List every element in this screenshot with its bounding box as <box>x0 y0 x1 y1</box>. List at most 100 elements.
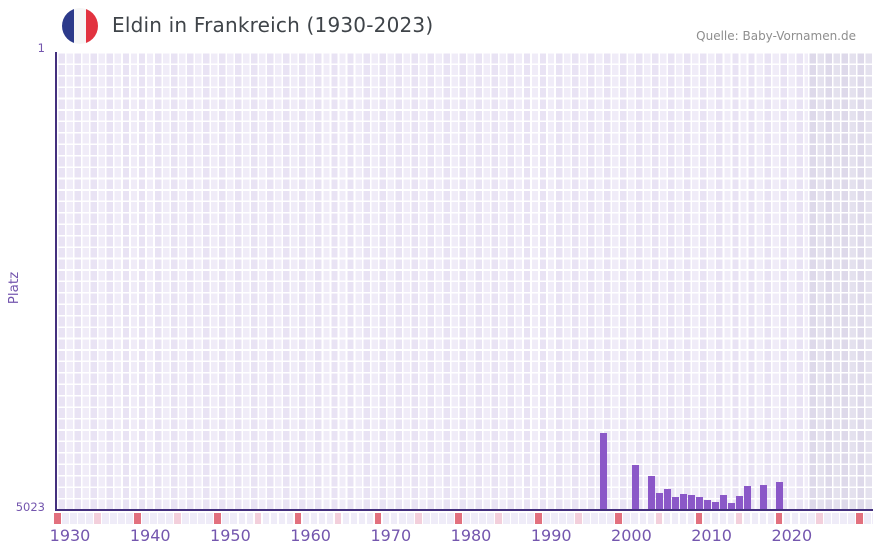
x-tick-1970: 1970 <box>370 526 412 545</box>
timeline-cell-2001 <box>623 513 631 524</box>
timeline-cell-1970 <box>374 513 382 524</box>
timeline-cell-2018 <box>759 513 767 524</box>
timeline-cell-1966 <box>342 513 350 524</box>
timeline-cell-1999 <box>607 513 615 524</box>
timeline-cell-1990 <box>535 513 542 524</box>
bar-2002[interactable] <box>631 465 640 509</box>
timeline-cell-1948 <box>198 513 206 524</box>
timeline-cell-1972 <box>390 513 398 524</box>
timeline-cell-2026 <box>823 513 831 524</box>
timeline-cell-2020 <box>775 513 783 524</box>
timeline-cell-2007 <box>671 513 679 524</box>
timeline-cell-1936 <box>102 513 109 524</box>
bar-2008[interactable] <box>680 494 688 509</box>
timeline-cell-2019 <box>767 513 775 524</box>
timeline-cell-1962 <box>310 513 318 524</box>
bar-2006[interactable] <box>664 488 672 509</box>
timeline-cell-1960 <box>294 513 302 524</box>
timeline-cell-1952 <box>230 513 238 524</box>
timeline-cell-2006 <box>663 513 671 524</box>
timeline-cell-1940 <box>134 513 141 524</box>
y-tick-min: 5023 <box>15 500 45 514</box>
timeline-cell-1942 <box>150 513 157 524</box>
timeline-cell-1938 <box>118 513 125 524</box>
timeline-cell-1985 <box>495 513 502 524</box>
timeline-cell-1964 <box>326 513 334 524</box>
bar-2007[interactable] <box>672 496 680 509</box>
timeline-cell-1954 <box>246 513 254 524</box>
timeline-cell-1955 <box>254 513 262 524</box>
timeline-cell-2009 <box>687 513 695 524</box>
x-tick-2020: 2020 <box>771 526 813 545</box>
timeline-cell-2030 <box>856 513 863 524</box>
timeline-cell-1946 <box>182 513 189 524</box>
timeline-cell-1937 <box>110 513 117 524</box>
timeline-cell-1988 <box>519 513 526 524</box>
source-credit: Quelle: Baby-Vornamen.de <box>696 29 856 43</box>
bar-2020[interactable] <box>776 482 784 509</box>
timeline-cell-2015 <box>735 513 743 524</box>
timeline-cell-1945 <box>174 513 181 524</box>
x-tick-1930: 1930 <box>49 526 91 545</box>
bar-2004[interactable] <box>648 476 656 509</box>
timeline-cell-1987 <box>511 513 518 524</box>
timeline-cell-1992 <box>551 513 558 524</box>
timeline-cell-2017 <box>751 513 759 524</box>
plot-grid <box>57 52 873 509</box>
timeline-cell-2003 <box>639 513 647 524</box>
bar-1998[interactable] <box>599 433 608 509</box>
y-axis-title: Platz <box>6 271 22 305</box>
timeline-cell-1980 <box>455 513 462 524</box>
bar-2013[interactable] <box>720 495 728 509</box>
timeline-cell-1971 <box>382 513 390 524</box>
timeline-cell-1931 <box>62 513 69 524</box>
timeline-cell-1983 <box>479 513 486 524</box>
timeline-cell-1935 <box>94 513 101 524</box>
bar-2014[interactable] <box>728 503 736 509</box>
future-years-shaded-region <box>808 52 873 509</box>
y-axis-line <box>55 52 57 511</box>
timeline-cell-2027 <box>831 513 839 524</box>
timeline-cell-1968 <box>358 513 366 524</box>
x-tick-1950: 1950 <box>210 526 251 545</box>
timeline-cell-1995 <box>575 513 582 524</box>
timeline-cell-1969 <box>366 513 374 524</box>
timeline-cell-1984 <box>487 513 494 524</box>
timeline-cell-1958 <box>278 513 286 524</box>
timeline-cell-1997 <box>591 513 598 524</box>
timeline-cell-2012 <box>711 513 719 524</box>
timeline-cell-1973 <box>398 513 406 524</box>
page-title: Eldin in Frankreich (1930-2023) <box>112 13 434 37</box>
timeline-cell-1982 <box>471 513 478 524</box>
x-axis-line <box>55 509 873 511</box>
bar-2010[interactable] <box>696 496 704 509</box>
bars-layer <box>57 52 873 509</box>
timeline-cell-1979 <box>447 513 454 524</box>
timeline-cell-1949 <box>206 513 214 524</box>
timeline-cell-1977 <box>430 513 438 524</box>
bar-2012[interactable] <box>712 502 720 509</box>
timeline-cell-2004 <box>647 513 655 524</box>
timeline-cell-2000 <box>615 513 623 524</box>
bar-2005[interactable] <box>656 493 664 509</box>
timeline-cell-2005 <box>655 513 663 524</box>
timeline-cell-2023 <box>799 513 807 524</box>
timeline-cell-2029 <box>848 513 855 524</box>
bar-2009[interactable] <box>688 495 696 509</box>
timeline-strip <box>54 513 873 524</box>
timeline-cell-1991 <box>543 513 550 524</box>
x-tick-1990: 1990 <box>530 526 572 545</box>
bar-2015[interactable] <box>736 496 744 509</box>
timeline-cell-2016 <box>743 513 751 524</box>
bar-2018[interactable] <box>760 485 768 509</box>
timeline-cell-1978 <box>439 513 446 524</box>
timeline-cell-1943 <box>158 513 165 524</box>
timeline-cell-1930 <box>54 513 61 524</box>
timeline-cell-2014 <box>727 513 735 524</box>
timeline-cell-1961 <box>302 513 310 524</box>
bar-2011[interactable] <box>704 499 712 509</box>
timeline-cell-1994 <box>567 513 574 524</box>
bar-2016[interactable] <box>744 486 752 509</box>
timeline-cell-2011 <box>703 513 711 524</box>
